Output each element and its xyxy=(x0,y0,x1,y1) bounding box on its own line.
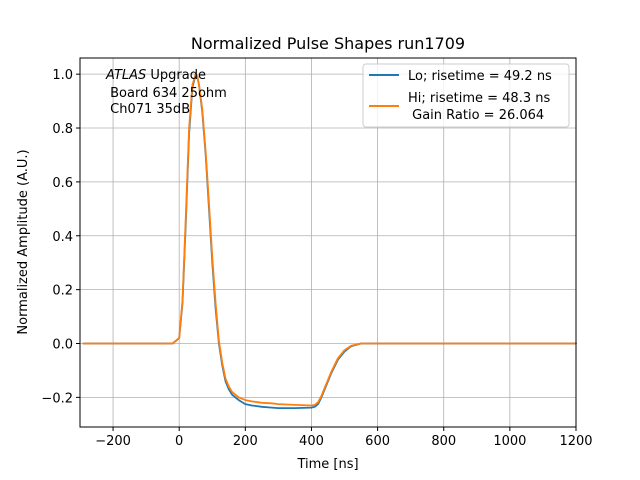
annotation-line-1-rest: Upgrade xyxy=(146,68,206,83)
legend-label-lo: Lo; risetime = 49.2 ns xyxy=(408,69,552,84)
x-tick-label: 200 xyxy=(233,434,258,449)
series-line-hi xyxy=(82,73,577,407)
chart-title: Normalized Pulse Shapes run1709 xyxy=(191,34,465,53)
x-tick-label: 800 xyxy=(431,434,456,449)
legend: Lo; risetime = 49.2 ns Hi; risetime = 48… xyxy=(362,63,570,128)
y-tick-label: 1.0 xyxy=(52,68,73,83)
series-layer xyxy=(82,73,577,410)
x-tick-label: 1000 xyxy=(493,434,526,449)
legend-box xyxy=(362,63,570,128)
annotation-line-1: ATLAS Upgrade xyxy=(105,68,206,83)
y-tick-label: 0.0 xyxy=(52,338,73,353)
annotation-italic: ATLAS xyxy=(105,68,146,83)
y-tick-label: 0.4 xyxy=(52,230,73,245)
x-tick-label: 1200 xyxy=(559,434,592,449)
legend-label-hi-line-2: Gain Ratio = 26.064 xyxy=(408,108,544,123)
y-axis-label: Normalized Amplitude (A.U.) xyxy=(16,149,31,334)
legend-label-hi-line-1: Hi; risetime = 48.3 ns xyxy=(408,91,550,106)
tick-layer: −200 0 200 400 600 800 1000 1200 −0.2 0.0 0.2 0.4 0.… xyxy=(41,68,592,449)
y-tick-label: 0.6 xyxy=(52,176,73,191)
annotation-line-2: Board 634 25ohm xyxy=(106,86,227,101)
annotation-line-3: Ch071 35dB xyxy=(106,102,190,117)
x-axis-label: Time [ns] xyxy=(296,457,358,472)
y-tick-label: 0.2 xyxy=(52,284,73,299)
y-tick-label: −0.2 xyxy=(41,391,73,406)
x-tick-label: 0 xyxy=(175,434,183,449)
x-tick-label: 400 xyxy=(299,434,324,449)
y-tick-label: 0.8 xyxy=(52,122,73,137)
annotation: ATLAS Upgrade Board 634 25ohm Ch071 35dB xyxy=(105,68,227,117)
x-tick-label: −200 xyxy=(95,434,131,449)
x-tick-label: 600 xyxy=(365,434,390,449)
plot-frame xyxy=(79,57,577,428)
